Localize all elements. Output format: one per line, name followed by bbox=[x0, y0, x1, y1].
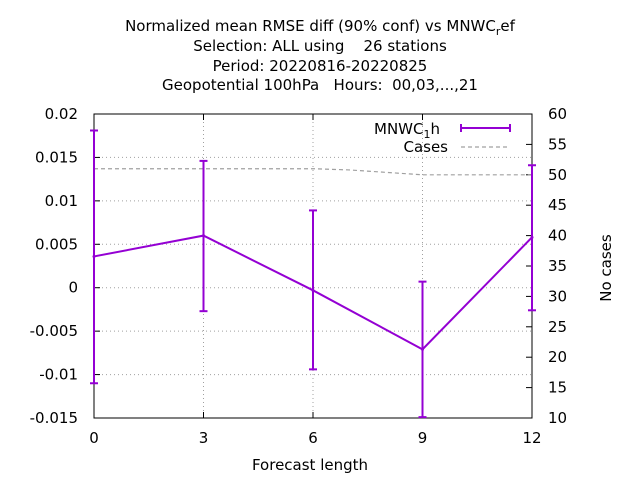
chart-title-line-1: Normalized mean RMSE diff (90% conf) vs … bbox=[125, 17, 515, 38]
y2-tick-label: 30 bbox=[548, 287, 567, 305]
y2-tick-label: 25 bbox=[548, 318, 567, 336]
x-tick-label: 0 bbox=[89, 429, 99, 447]
y-tick-label: 0.02 bbox=[45, 105, 78, 123]
y-tick-label: 0 bbox=[68, 279, 78, 297]
x-tick-label: 9 bbox=[418, 429, 428, 447]
y2-tick-label: 45 bbox=[548, 196, 567, 214]
chart-title-line-3: Period: 20220816-20220825 bbox=[212, 57, 428, 75]
x-tick-label: 3 bbox=[199, 429, 209, 447]
y-tick-label: 0.015 bbox=[35, 148, 78, 166]
mnwc-point bbox=[421, 347, 424, 351]
mnwc-point bbox=[530, 235, 534, 239]
legend-label-cases: Cases bbox=[403, 138, 448, 156]
x-axis-label: Forecast length bbox=[251, 456, 369, 474]
y-tick-label: -0.015 bbox=[30, 409, 78, 427]
mnwc-point bbox=[202, 234, 205, 238]
y2-tick-label: 50 bbox=[548, 166, 567, 184]
legend-label-mnwc: MNWC1h bbox=[374, 120, 440, 141]
mnwc-point bbox=[92, 254, 96, 258]
y2-tick-label: 15 bbox=[548, 379, 567, 397]
y2-tick-label: 10 bbox=[548, 409, 567, 427]
mnwc-point bbox=[311, 288, 315, 292]
y-tick-label: -0.005 bbox=[30, 322, 78, 340]
cases-line bbox=[94, 168, 532, 176]
y-tick-label: -0.01 bbox=[39, 366, 78, 384]
y2-tick-label: 60 bbox=[548, 105, 567, 123]
y2-tick-label: 20 bbox=[548, 348, 567, 366]
y2-tick-label: 40 bbox=[548, 227, 567, 245]
x-tick-label: 12 bbox=[522, 429, 541, 447]
y-tick-label: 0.01 bbox=[45, 192, 78, 210]
y2-axis-label: No cases bbox=[597, 234, 615, 302]
chart-title-line-2: Selection: ALL using 26 stations bbox=[193, 37, 447, 55]
x-tick-label: 6 bbox=[308, 429, 318, 447]
y2-tick-label: 35 bbox=[548, 257, 567, 275]
chart-title-line-4: Geopotential 100hPa Hours: 00,03,...,21 bbox=[162, 76, 478, 94]
y2-tick-label: 55 bbox=[548, 135, 567, 153]
y-tick-label: 0.005 bbox=[35, 235, 78, 253]
